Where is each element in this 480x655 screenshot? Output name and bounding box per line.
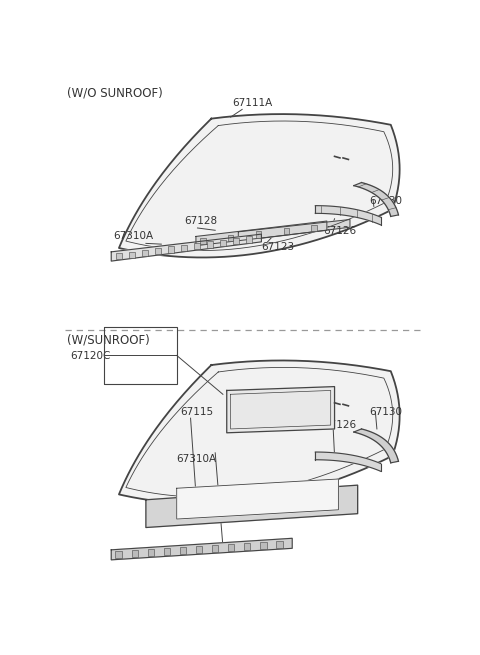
Text: 67310A: 67310A [176,454,216,464]
Text: 67115: 67115 [180,407,214,417]
Polygon shape [315,452,381,472]
FancyBboxPatch shape [228,544,234,551]
FancyBboxPatch shape [244,543,251,550]
Polygon shape [354,183,398,216]
Polygon shape [119,360,400,504]
Polygon shape [315,206,381,225]
FancyBboxPatch shape [276,540,283,548]
FancyBboxPatch shape [256,231,261,238]
Polygon shape [196,221,327,246]
Polygon shape [111,234,262,261]
Text: 67130: 67130 [369,196,402,206]
FancyBboxPatch shape [155,248,161,254]
Polygon shape [177,479,338,519]
FancyBboxPatch shape [181,245,187,251]
FancyBboxPatch shape [142,250,148,256]
FancyBboxPatch shape [180,547,186,553]
Text: 67126: 67126 [323,227,356,236]
Bar [104,327,177,384]
FancyBboxPatch shape [168,246,174,253]
Text: 67120C: 67120C [71,351,111,361]
Text: 67126: 67126 [323,420,356,430]
Polygon shape [146,485,358,527]
FancyBboxPatch shape [164,548,170,555]
Polygon shape [227,386,335,433]
FancyBboxPatch shape [260,542,266,549]
FancyBboxPatch shape [116,253,122,259]
Polygon shape [354,429,398,463]
Text: (W/O SUNROOF): (W/O SUNROOF) [67,86,163,100]
FancyBboxPatch shape [207,242,213,248]
Text: 67310A: 67310A [114,231,154,241]
FancyBboxPatch shape [194,243,200,250]
FancyBboxPatch shape [196,546,202,553]
Text: 67130: 67130 [369,407,402,417]
FancyBboxPatch shape [312,225,317,231]
Text: 67111A: 67111A [232,98,272,108]
FancyBboxPatch shape [228,234,233,241]
Polygon shape [111,538,292,560]
FancyBboxPatch shape [129,252,135,257]
FancyBboxPatch shape [284,228,289,234]
FancyBboxPatch shape [212,545,218,552]
Polygon shape [119,114,400,257]
Polygon shape [238,219,350,241]
FancyBboxPatch shape [132,550,138,557]
FancyBboxPatch shape [233,238,240,244]
Text: 67123: 67123 [262,242,295,252]
Text: (W/SUNROOF): (W/SUNROOF) [67,333,150,346]
FancyBboxPatch shape [246,236,252,242]
FancyBboxPatch shape [200,238,205,244]
Text: 67128: 67128 [184,216,217,227]
FancyBboxPatch shape [220,240,227,246]
FancyBboxPatch shape [115,551,121,558]
FancyBboxPatch shape [148,549,154,556]
